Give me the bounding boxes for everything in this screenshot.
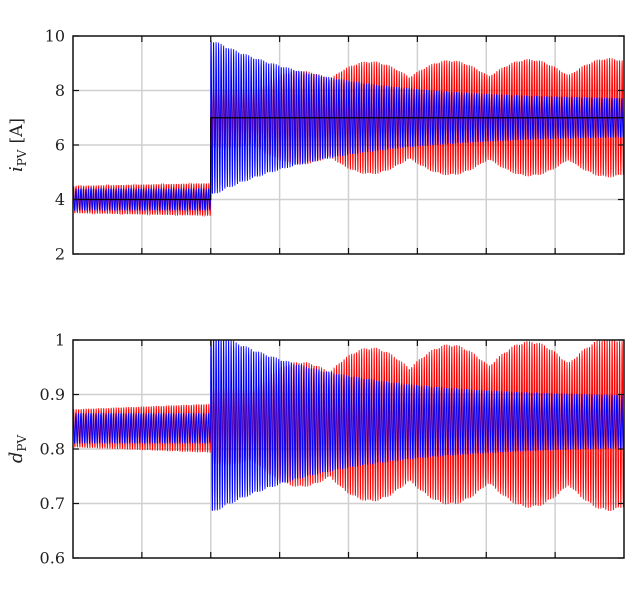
y-axis-label: dPV	[6, 435, 29, 464]
series-line-2	[73, 117, 624, 201]
y-tick-label: 0.6	[40, 549, 65, 568]
series-line-1	[73, 40, 624, 212]
dpv-chart-panel: 0.6 0.7 0.8 0.9 1 dPV	[6, 331, 625, 568]
y-tick-label: 4	[55, 190, 65, 209]
y-tick-label: 8	[55, 81, 65, 100]
y-tick-label: 0.8	[40, 440, 65, 459]
y-tick-label: 6	[55, 136, 65, 155]
y-tick-label: 0.7	[40, 494, 65, 513]
y-tick-label: 1	[55, 331, 65, 350]
ipv-chart-panel: 2 4 6 8 10 iPV[A]	[6, 27, 625, 264]
y-tick-label: 0.9	[40, 385, 65, 404]
y-tick-label: 2	[55, 245, 65, 264]
series-line-1	[73, 340, 624, 511]
y-axis-label: iPV[A]	[6, 118, 29, 172]
y-tick-label: 10	[45, 27, 65, 46]
